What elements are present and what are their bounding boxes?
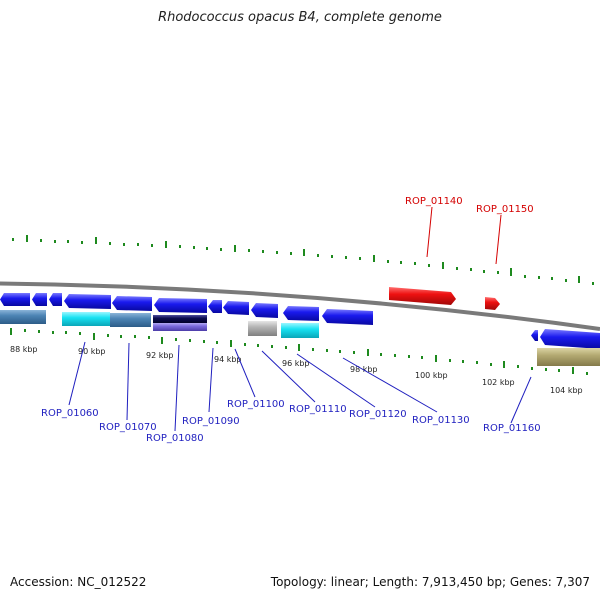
gene-block-gray[interactable] bbox=[248, 321, 277, 336]
length-label: Length: bbox=[372, 575, 419, 589]
gene-arrow-right-rop-01150[interactable] bbox=[485, 297, 500, 310]
scale-label: 88 kbp bbox=[10, 345, 38, 354]
accession-info: Accession: NC_012522 bbox=[10, 575, 146, 589]
gene-block-steelblue[interactable] bbox=[0, 310, 46, 324]
scale-label: 102 kbp bbox=[482, 378, 515, 387]
upper-tick-row bbox=[12, 235, 594, 285]
gene-label-rop-01120[interactable]: ROP_01120 bbox=[349, 409, 407, 420]
gene-label-rop-01060[interactable]: ROP_01060 bbox=[41, 408, 99, 419]
genes-value: 7,307 bbox=[555, 575, 590, 589]
genes-label: Genes: bbox=[509, 575, 552, 589]
genome-title: Rhodococcus opacus B4, complete genome bbox=[158, 10, 442, 25]
topology-label: Topology: bbox=[270, 575, 327, 589]
scale-label: 94 kbp bbox=[214, 355, 242, 364]
gene-arrow-left[interactable] bbox=[283, 306, 319, 321]
gene-label-rop-01070[interactable]: ROP_01070 bbox=[99, 422, 157, 433]
gene-label-rop-01130[interactable]: ROP_01130 bbox=[412, 415, 470, 426]
gene-arrow-left[interactable] bbox=[322, 309, 373, 325]
gene-arrow-left[interactable] bbox=[112, 296, 152, 311]
scale-labels: 88 kbp 90 kbp 92 kbp 94 kbp 96 kbp 98 kb… bbox=[10, 345, 583, 395]
gene-label-rop-01150[interactable]: ROP_01150 bbox=[476, 204, 534, 215]
lower-tick-row bbox=[10, 328, 588, 375]
gene-arrow-left[interactable] bbox=[251, 303, 278, 318]
gene-arrow-left[interactable] bbox=[531, 330, 538, 341]
topology-value: linear bbox=[330, 575, 365, 589]
length-value: 7,913,450 bp bbox=[421, 575, 502, 589]
genome-backbone bbox=[0, 281, 600, 331]
gene-arrow-left[interactable] bbox=[208, 300, 222, 313]
gene-block-purple[interactable] bbox=[153, 323, 207, 331]
gene-label-rop-01100[interactable]: ROP_01100 bbox=[227, 399, 285, 410]
gene-arrow-right-rop-01140[interactable] bbox=[389, 287, 456, 305]
gene-block-cyan[interactable] bbox=[281, 323, 319, 338]
gene-block-olive[interactable] bbox=[537, 348, 600, 366]
gene-arrow-left[interactable] bbox=[0, 293, 30, 306]
scale-label: 90 kbp bbox=[78, 347, 106, 356]
gene-arrow-left[interactable] bbox=[154, 298, 207, 313]
gene-label-rop-01080[interactable]: ROP_01080 bbox=[146, 433, 204, 444]
genome-stats: Topology: linear; Length: 7,913,450 bp; … bbox=[270, 575, 590, 589]
gene-labels: ROP_01060 ROP_01070 ROP_01080 ROP_01090 … bbox=[41, 196, 541, 444]
gene-arrow-left[interactable] bbox=[540, 329, 600, 349]
accession-label: Accession: bbox=[10, 575, 74, 589]
accession-value: NC_012522 bbox=[77, 575, 147, 589]
label-leader-lines bbox=[68, 206, 532, 432]
gene-arrow-left[interactable] bbox=[32, 293, 47, 306]
gene-label-rop-01110[interactable]: ROP_01110 bbox=[289, 404, 347, 415]
gene-arrow-left[interactable] bbox=[223, 301, 249, 315]
gene-arrow-left[interactable] bbox=[49, 293, 62, 306]
scale-label: 96 kbp bbox=[282, 359, 310, 368]
lower-strand-genes bbox=[0, 310, 600, 366]
upper-strand-genes bbox=[0, 287, 500, 325]
gene-block-navy[interactable] bbox=[153, 315, 207, 323]
scale-label: 100 kbp bbox=[415, 371, 448, 380]
gene-label-rop-01140[interactable]: ROP_01140 bbox=[405, 196, 463, 207]
gene-block-cyan[interactable] bbox=[62, 312, 110, 326]
gene-arrow-left[interactable] bbox=[64, 294, 111, 309]
gene-label-rop-01090[interactable]: ROP_01090 bbox=[182, 416, 240, 427]
scale-label: 104 kbp bbox=[550, 386, 583, 395]
scale-label: 92 kbp bbox=[146, 351, 174, 360]
gene-block-steelblue[interactable] bbox=[110, 313, 151, 327]
gene-label-rop-01160[interactable]: ROP_01160 bbox=[483, 423, 541, 434]
